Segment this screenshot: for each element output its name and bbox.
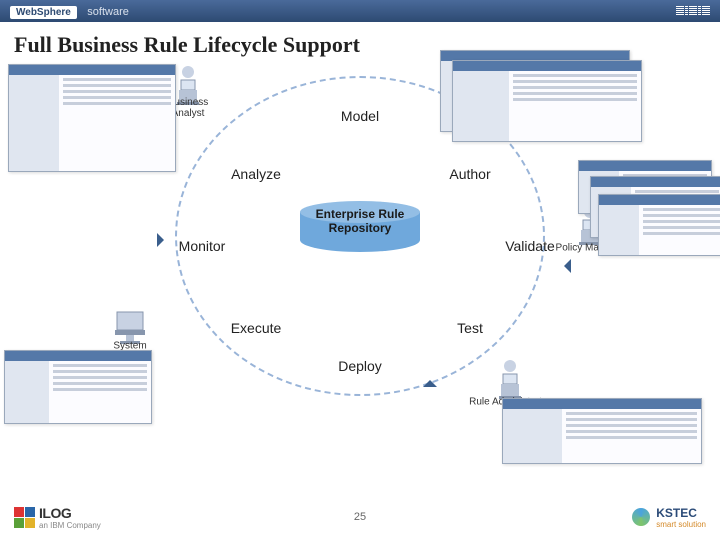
topbar-left: WebSphere software — [10, 2, 129, 20]
footer: ILOG an IBM Company 25 KSTEC smart solut… — [0, 494, 720, 540]
screenshot-thumb-7 — [4, 350, 152, 424]
stage-execute: Execute — [231, 320, 282, 336]
topbar: WebSphere software — [0, 0, 720, 22]
stage-model: Model — [341, 108, 379, 124]
stage-validate: Validate — [505, 238, 555, 254]
flow-arrow-3 — [157, 233, 171, 247]
kstec-text: KSTEC — [656, 506, 706, 520]
ilog-logo: ILOG an IBM Company — [14, 505, 101, 530]
stage-author: Author — [449, 166, 490, 182]
repository-label: Enterprise Rule Repository — [290, 207, 430, 235]
ilog-subtext: an IBM Company — [39, 521, 101, 530]
websphere-badge: WebSphere — [10, 6, 77, 19]
diagram-stage: Enterprise Rule Repository Model Author Va… — [0, 56, 720, 476]
websphere-subtitle: software — [87, 6, 129, 18]
flow-arrow-2 — [423, 373, 437, 387]
kstec-icon — [632, 508, 650, 526]
repository-cylinder: Enterprise Rule Repository — [300, 201, 420, 281]
stage-monitor: Monitor — [179, 238, 226, 254]
ilog-squares-icon — [14, 507, 35, 528]
ilog-text: ILOG — [39, 505, 101, 521]
stage-test: Test — [457, 320, 483, 336]
stage-deploy: Deploy — [338, 358, 382, 374]
screenshot-thumb-5 — [598, 194, 720, 256]
stage-analyze: Analyze — [231, 166, 281, 182]
flow-arrow-1 — [557, 259, 571, 273]
kstec-subtext: smart solution — [656, 520, 706, 529]
ibm-logo — [676, 6, 710, 16]
kstec-logo: KSTEC smart solution — [632, 506, 706, 529]
page-number: 25 — [354, 511, 366, 523]
screenshot-thumb-0 — [8, 64, 176, 172]
screenshot-thumb-6 — [502, 398, 702, 464]
screenshot-thumb-2 — [452, 60, 642, 142]
